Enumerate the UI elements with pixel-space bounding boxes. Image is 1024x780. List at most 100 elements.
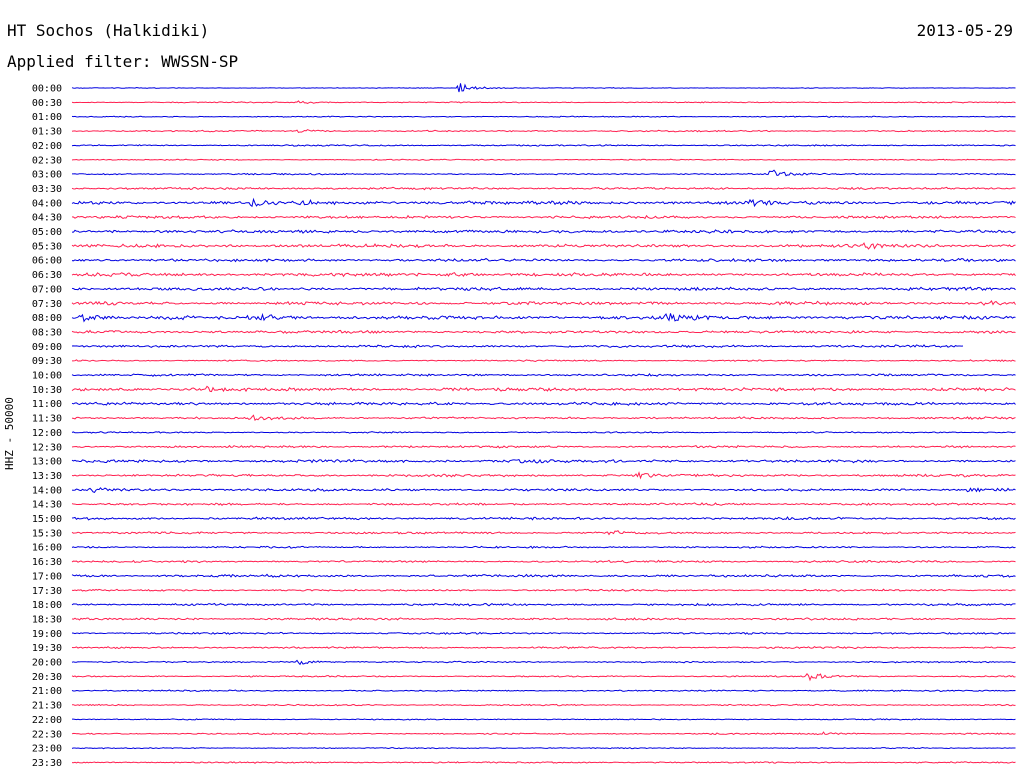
time-tick-label: 19:00 bbox=[32, 629, 62, 640]
trace-row bbox=[71, 761, 1016, 764]
time-tick-label: 00:00 bbox=[32, 84, 62, 95]
time-tick-label: 07:30 bbox=[32, 299, 62, 310]
trace-row bbox=[71, 186, 1016, 191]
time-tick-label: 22:00 bbox=[32, 715, 62, 726]
time-tick-label: 15:30 bbox=[32, 528, 62, 539]
trace-row bbox=[71, 312, 1016, 323]
time-tick-label: 09:00 bbox=[32, 342, 62, 353]
trace-row bbox=[71, 286, 1016, 292]
trace-row bbox=[71, 229, 1016, 234]
trace-row bbox=[71, 373, 1016, 377]
time-tick-label: 18:00 bbox=[32, 600, 62, 611]
trace-row bbox=[71, 718, 1016, 721]
time-tick-label: 10:30 bbox=[32, 385, 62, 396]
trace-row bbox=[71, 471, 1016, 480]
time-tick-label: 17:00 bbox=[32, 571, 62, 582]
trace-row bbox=[71, 659, 1016, 666]
time-tick-label: 08:00 bbox=[32, 313, 62, 324]
trace-row bbox=[71, 214, 1016, 220]
trace-row bbox=[71, 83, 1016, 93]
time-tick-labels: 00:00 00:30 01:00 01:30 02:00 02:30 03:00 03:30… bbox=[32, 84, 62, 769]
time-tick-label: 04:00 bbox=[32, 198, 62, 209]
station-title: HT Sochos (Halkidiki) bbox=[7, 21, 210, 40]
trace-row bbox=[71, 502, 1016, 506]
trace-row bbox=[71, 272, 1016, 278]
time-tick-label: 23:30 bbox=[32, 758, 62, 769]
time-tick-label: 21:00 bbox=[32, 686, 62, 697]
trace-row bbox=[71, 401, 1016, 406]
trace-row bbox=[71, 100, 1016, 105]
trace-row bbox=[71, 487, 1016, 493]
date-label: 2013-05-29 bbox=[916, 21, 1013, 40]
time-tick-label: 05:00 bbox=[32, 227, 62, 238]
trace-row bbox=[71, 300, 1016, 306]
time-tick-label: 06:30 bbox=[32, 270, 62, 281]
time-tick-label: 13:30 bbox=[32, 471, 62, 482]
time-tick-label: 01:00 bbox=[32, 112, 62, 123]
time-tick-label: 22:30 bbox=[32, 729, 62, 740]
time-tick-label: 11:30 bbox=[32, 414, 62, 425]
time-tick-label: 02:30 bbox=[32, 155, 62, 166]
time-tick-label: 14:00 bbox=[32, 485, 62, 496]
time-tick-label: 20:00 bbox=[32, 658, 62, 669]
time-tick-label: 14:30 bbox=[32, 500, 62, 511]
trace-row bbox=[71, 530, 1016, 536]
time-tick-label: 20:30 bbox=[32, 672, 62, 683]
trace-row bbox=[71, 731, 1016, 736]
trace-row bbox=[71, 703, 1016, 707]
trace-row bbox=[71, 329, 1016, 335]
time-tick-label: 04:30 bbox=[32, 213, 62, 224]
trace-row bbox=[71, 144, 1016, 147]
trace-row bbox=[71, 458, 1016, 464]
trace-row bbox=[71, 359, 1016, 363]
time-tick-label: 23:00 bbox=[32, 744, 62, 755]
time-tick-label: 16:30 bbox=[32, 557, 62, 568]
time-tick-label: 12:00 bbox=[32, 428, 62, 439]
time-tick-label: 09:30 bbox=[32, 356, 62, 367]
time-tick-label: 15:00 bbox=[32, 514, 62, 525]
trace-row bbox=[71, 242, 1016, 250]
trace-row bbox=[71, 257, 1016, 263]
time-tick-label: 11:00 bbox=[32, 399, 62, 410]
time-tick-label: 16:00 bbox=[32, 543, 62, 554]
trace-row bbox=[71, 645, 1016, 650]
time-tick-label: 03:00 bbox=[32, 170, 62, 181]
trace-row bbox=[71, 129, 1016, 134]
seismic-traces bbox=[71, 83, 1016, 764]
time-tick-label: 02:00 bbox=[32, 141, 62, 152]
trace-row bbox=[71, 414, 1016, 421]
time-tick-label: 12:30 bbox=[32, 442, 62, 453]
time-tick-label: 08:30 bbox=[32, 327, 62, 338]
trace-row bbox=[71, 430, 1016, 434]
trace-row bbox=[71, 631, 1016, 635]
trace-row bbox=[71, 444, 1016, 449]
time-tick-label: 10:00 bbox=[32, 371, 62, 382]
trace-row bbox=[71, 344, 964, 349]
time-tick-label: 05:30 bbox=[32, 241, 62, 252]
trace-row bbox=[71, 588, 1016, 592]
trace-row bbox=[71, 559, 1016, 564]
trace-row bbox=[71, 115, 1016, 118]
trace-row bbox=[71, 573, 1016, 578]
time-tick-label: 18:30 bbox=[32, 614, 62, 625]
trace-row bbox=[71, 689, 1016, 693]
trace-row bbox=[71, 602, 1016, 607]
trace-row bbox=[71, 197, 1016, 208]
trace-row bbox=[71, 545, 1016, 550]
time-tick-label: 06:00 bbox=[32, 256, 62, 267]
trace-row bbox=[71, 617, 1016, 621]
time-tick-label: 07:00 bbox=[32, 284, 62, 295]
trace-row bbox=[71, 169, 1016, 177]
time-tick-label: 13:00 bbox=[32, 457, 62, 468]
time-tick-label: 21:30 bbox=[32, 701, 62, 712]
time-tick-label: 17:30 bbox=[32, 586, 62, 597]
time-tick-label: 03:30 bbox=[32, 184, 62, 195]
time-tick-label: 19:30 bbox=[32, 643, 62, 654]
time-tick-label: 00:30 bbox=[32, 98, 62, 109]
trace-row bbox=[71, 516, 1016, 521]
filter-label: Applied filter: WWSSN-SP bbox=[7, 52, 239, 71]
trace-row bbox=[71, 158, 1016, 161]
trace-row bbox=[71, 673, 1016, 682]
time-tick-label: 01:30 bbox=[32, 127, 62, 138]
